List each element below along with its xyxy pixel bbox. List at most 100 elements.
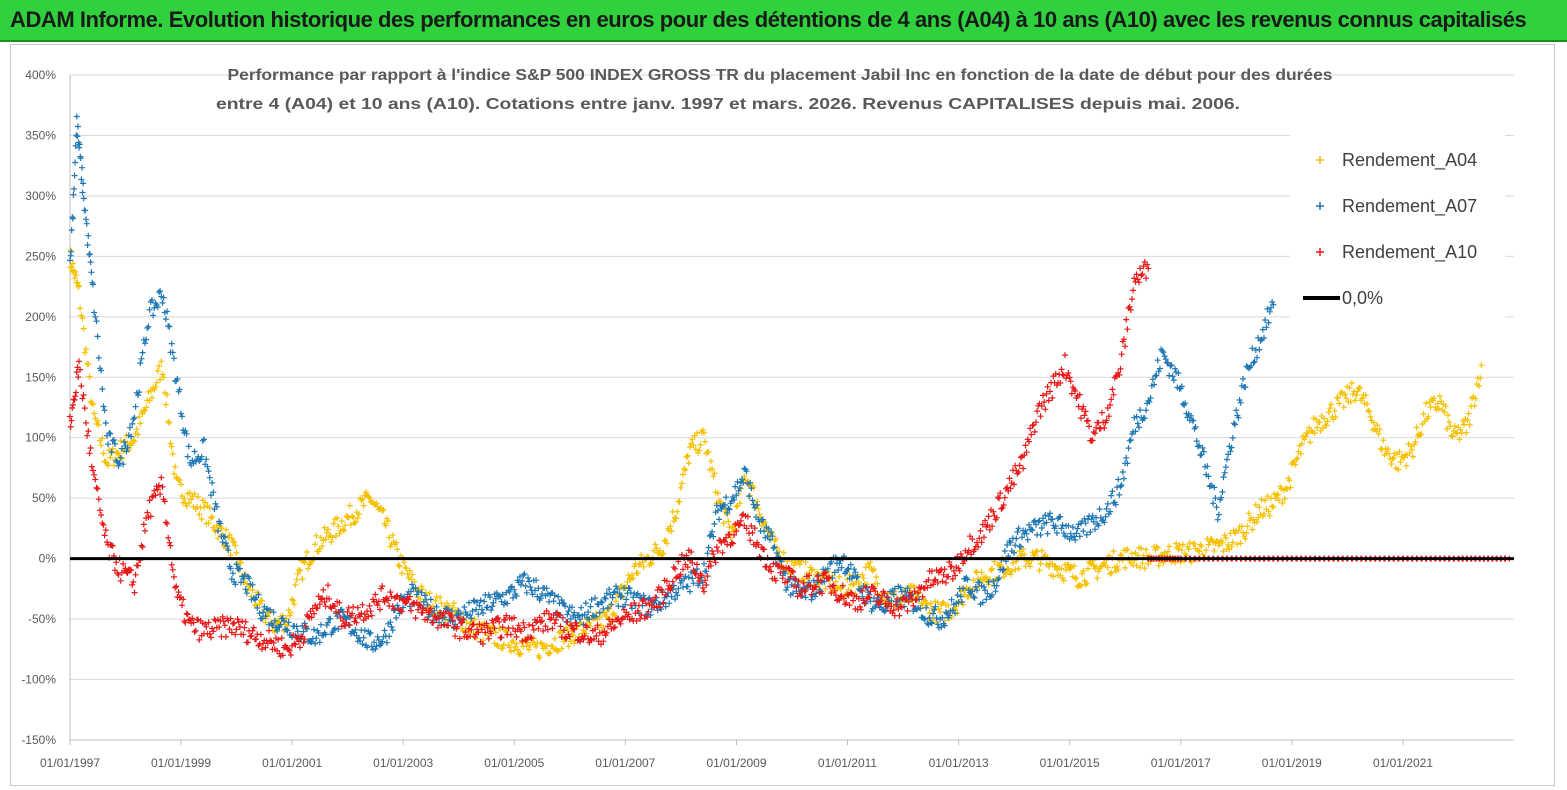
data-point <box>205 468 212 475</box>
data-point <box>1254 519 1260 525</box>
data-point <box>1060 530 1067 537</box>
data-point <box>69 215 76 222</box>
data-point <box>981 583 987 590</box>
data-point <box>245 639 251 646</box>
data-point <box>606 616 613 623</box>
data-point <box>468 615 475 622</box>
data-point <box>519 578 526 584</box>
data-point <box>533 577 540 584</box>
data-point <box>926 614 933 621</box>
data-point <box>415 588 421 595</box>
data-point <box>897 603 904 610</box>
data-point <box>709 466 716 472</box>
data-point <box>1451 423 1458 430</box>
data-point <box>1228 444 1235 451</box>
data-point <box>415 606 421 613</box>
data-point <box>300 628 307 635</box>
data-point <box>205 619 212 626</box>
data-point <box>529 622 536 629</box>
data-point <box>1195 547 1201 554</box>
x-axis-ticks: 01/01/1997 01/01/1999 01/01/2001 01/01/2003… <box>40 740 1433 770</box>
data-point <box>1072 537 1079 543</box>
data-point <box>136 389 143 396</box>
data-point <box>398 608 405 615</box>
data-point <box>792 576 799 583</box>
data-point <box>488 607 495 613</box>
data-point <box>890 607 897 614</box>
data-point <box>468 626 475 633</box>
data-point <box>519 638 526 644</box>
data-point <box>522 583 529 589</box>
data-point <box>747 537 754 544</box>
data-point <box>1193 438 1200 445</box>
data-point <box>67 413 73 420</box>
data-point <box>506 644 513 651</box>
data-point <box>952 572 959 579</box>
data-point <box>1409 446 1415 453</box>
data-point <box>1240 375 1246 382</box>
data-point <box>1044 383 1051 390</box>
data-point <box>352 615 359 621</box>
data-point <box>1266 308 1273 315</box>
data-point <box>1331 407 1338 414</box>
data-point <box>297 567 303 574</box>
data-point <box>1120 336 1127 343</box>
data-point <box>756 511 763 518</box>
data-point <box>978 539 985 546</box>
data-point <box>546 598 552 605</box>
data-point <box>488 630 495 637</box>
data-point <box>80 180 87 187</box>
data-point <box>1033 419 1039 426</box>
data-point <box>1203 547 1210 554</box>
data-point <box>262 644 269 651</box>
data-point <box>1050 573 1057 580</box>
data-point <box>256 641 263 648</box>
data-point <box>497 634 504 641</box>
data-point <box>662 537 669 544</box>
data-point <box>327 615 334 622</box>
data-point <box>881 590 888 597</box>
data-point <box>1221 532 1228 539</box>
data-point <box>506 588 513 595</box>
data-point <box>985 513 992 520</box>
data-point <box>373 643 380 650</box>
data-point <box>287 609 294 616</box>
data-point <box>780 549 787 556</box>
data-point <box>203 623 210 630</box>
data-point <box>221 533 228 540</box>
data-point <box>1211 547 1218 554</box>
data-point <box>152 384 159 390</box>
data-point <box>108 542 115 549</box>
data-point <box>315 630 322 636</box>
data-point <box>788 567 795 574</box>
data-point <box>673 589 680 596</box>
data-point <box>507 631 514 638</box>
data-point <box>1009 560 1016 566</box>
data-point <box>617 620 624 627</box>
data-point <box>146 497 153 504</box>
data-point <box>1034 408 1041 415</box>
data-point <box>1274 491 1281 498</box>
data-point <box>575 611 582 618</box>
data-point <box>1023 449 1030 456</box>
data-point <box>85 361 92 367</box>
data-point <box>70 401 76 408</box>
data-point <box>253 636 260 643</box>
y-tick-label: 250% <box>25 249 56 263</box>
data-point <box>961 591 968 598</box>
data-point <box>653 603 660 610</box>
data-point <box>1116 371 1123 378</box>
data-point <box>824 575 831 582</box>
data-point <box>1107 402 1114 408</box>
data-point <box>993 582 1000 589</box>
data-point <box>295 566 302 573</box>
data-point <box>201 436 207 443</box>
data-point <box>86 450 93 457</box>
data-point <box>536 654 543 661</box>
data-point <box>201 504 207 511</box>
data-point <box>154 304 161 311</box>
data-point <box>925 577 932 583</box>
data-point <box>564 611 571 618</box>
y-tick-label: -50% <box>28 612 56 626</box>
data-point <box>996 575 1003 581</box>
